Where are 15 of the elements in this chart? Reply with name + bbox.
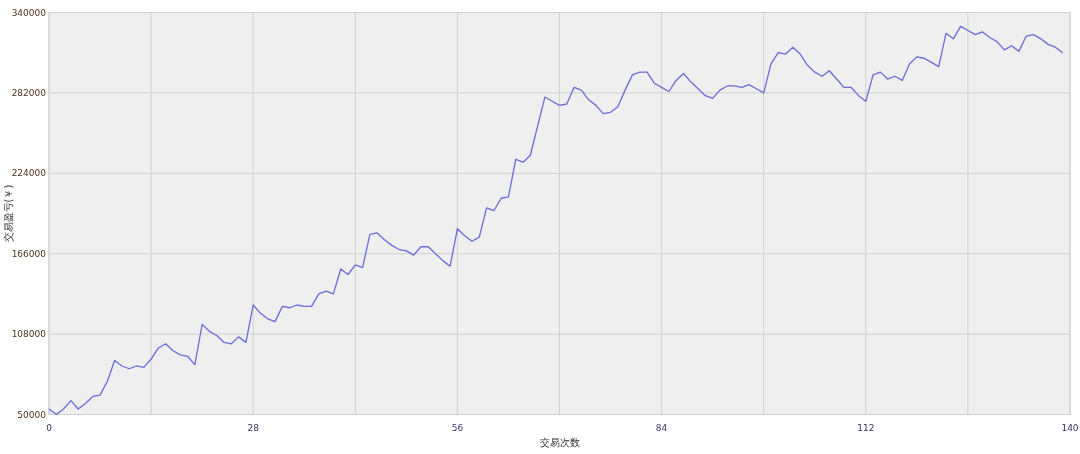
- y-tick-label: 340000: [11, 7, 47, 18]
- y-tick-label: 166000: [11, 248, 47, 259]
- x-tick-label: 84: [655, 422, 668, 433]
- y-tick-label: 224000: [11, 168, 47, 179]
- x-tick-label: 28: [247, 422, 260, 433]
- x-tick-label: 0: [46, 422, 53, 433]
- y-tick-label: 282000: [11, 87, 47, 98]
- x-tick-label: 56: [451, 422, 464, 433]
- y-tick-label: 108000: [11, 329, 47, 340]
- y-tick-label: 50000: [17, 409, 47, 420]
- y-axis-title: 交易盈亏(￥): [3, 184, 14, 243]
- x-axis-title: 交易次数: [539, 437, 580, 448]
- x-tick-label: 140: [1061, 422, 1079, 433]
- x-tick-label: 112: [857, 422, 875, 433]
- line-series: [48, 25, 1064, 416]
